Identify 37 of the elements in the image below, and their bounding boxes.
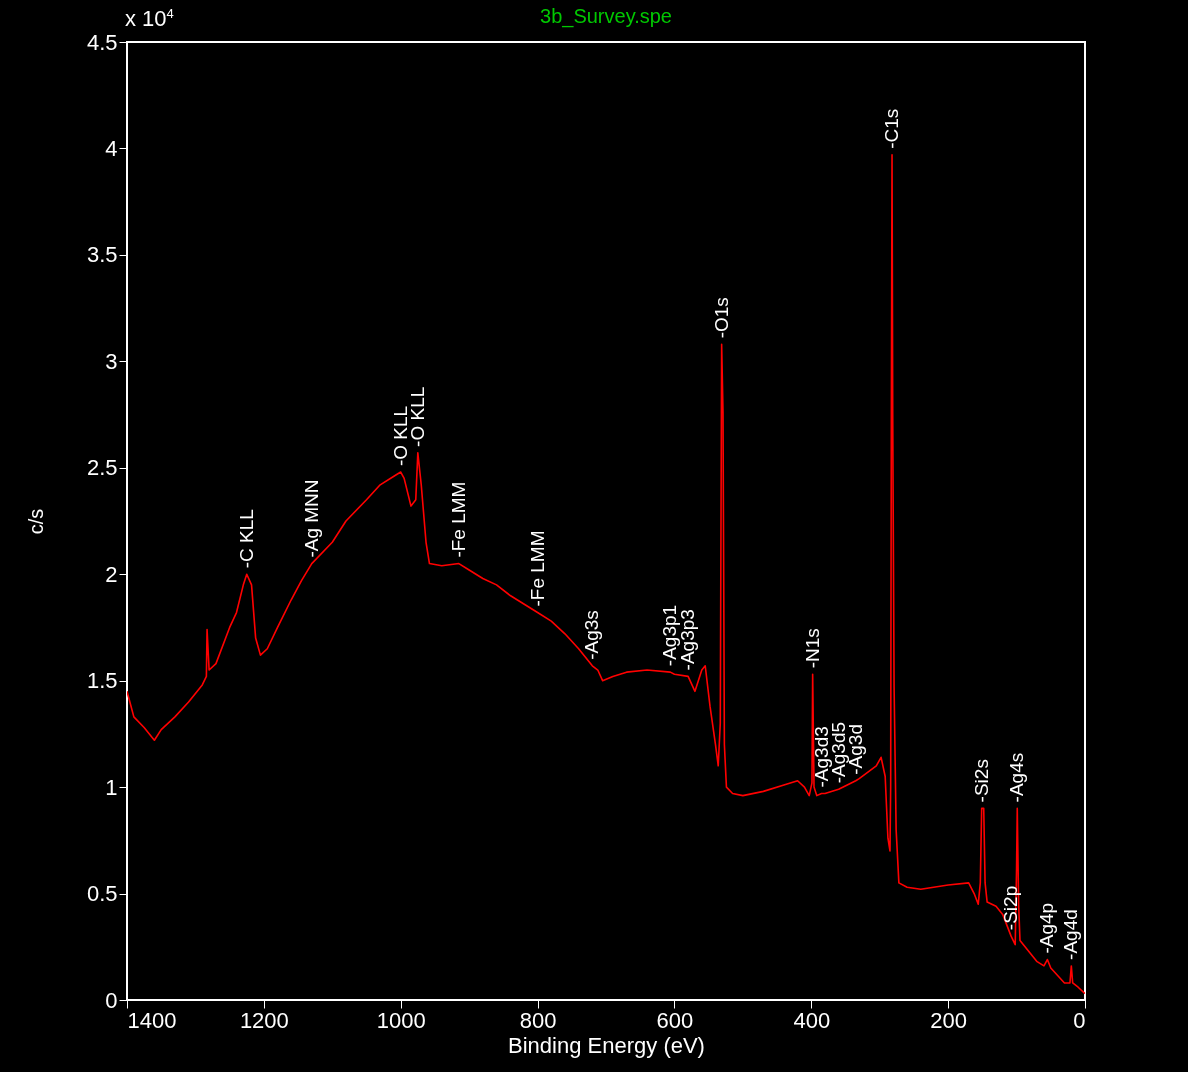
line-series [127, 154, 1085, 995]
annotation: -Si2p [1000, 885, 1022, 931]
axis-multiplier: x 10$^{4}$ [125, 6, 174, 33]
annotation: -Ag4d [1060, 909, 1082, 960]
y-tick-label: 0.5 [86, 881, 118, 907]
annotation: -C1s [881, 108, 903, 149]
y-tick-label: 2 [105, 561, 118, 587]
y-tick-label: 0 [105, 987, 118, 1013]
y-tick-label: 3 [105, 348, 118, 374]
x-tick-label: 600 [656, 1007, 694, 1033]
x-tick-label: 1200 [239, 1007, 289, 1033]
x-tick-label: 0 [1073, 1007, 1086, 1033]
annotation: -Ag MNN [300, 479, 322, 558]
x-tick-label: 1000 [376, 1007, 426, 1033]
y-axis-title: c/s [24, 508, 47, 535]
annotation: -Ag4s [1006, 752, 1028, 803]
x-tick-label: 400 [793, 1007, 831, 1033]
y-tick-label: 1 [105, 774, 118, 800]
x-tick-label: 800 [519, 1007, 557, 1033]
x-tick-label: 200 [930, 1007, 967, 1033]
y-tick-label: 4 [105, 135, 118, 161]
annotation: -C KLL [235, 509, 257, 569]
y-tick-label: 4.5 [86, 29, 118, 55]
annotation: -Ag4p [1036, 902, 1058, 954]
annotation: -Si2s [970, 759, 992, 803]
annotation: -N1s [801, 628, 823, 669]
annotation: -Fe LMM [447, 481, 469, 558]
annotation: -O1s [710, 297, 732, 339]
annotation: -Fe LMM [526, 530, 548, 607]
annotation: -Ag3p1 [659, 604, 681, 667]
annotation: -Ag3s [581, 610, 603, 660]
x-tick-label: 1400 [127, 1007, 177, 1033]
y-tick-label: 2.5 [86, 455, 118, 481]
chart-title: 3b_Survey.spe [540, 5, 672, 28]
x-axis-title: Binding Energy (eV) [508, 1032, 705, 1058]
y-tick-label: 1.5 [86, 668, 118, 694]
y-tick-label: 3.5 [86, 242, 118, 268]
